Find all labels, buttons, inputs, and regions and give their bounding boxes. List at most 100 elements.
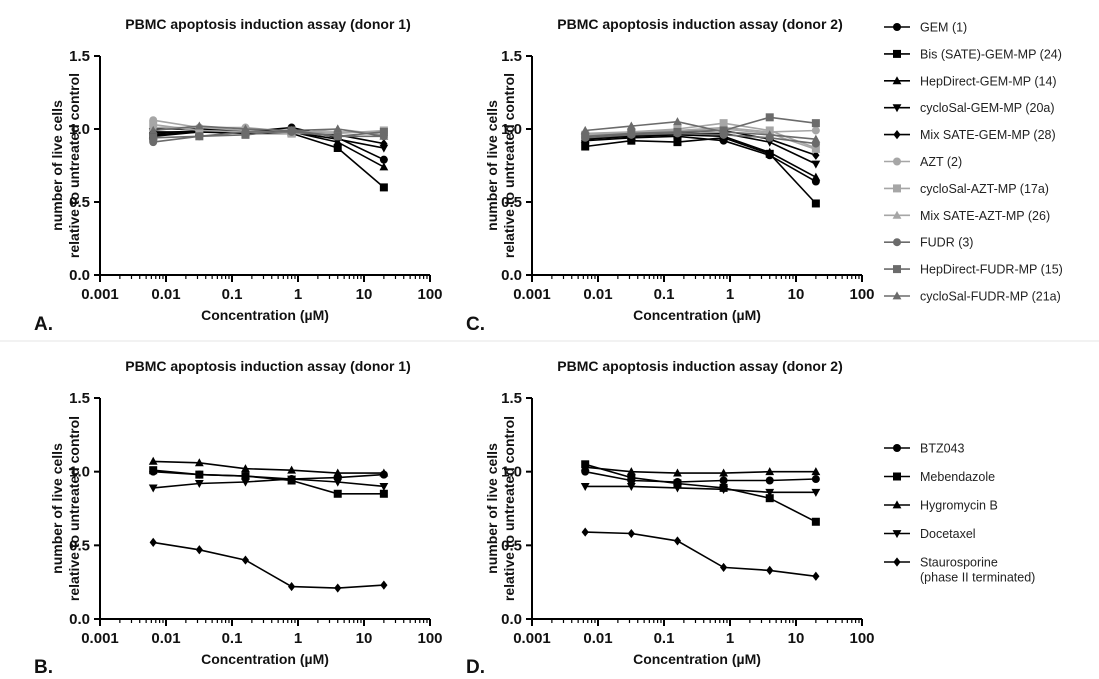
data-point <box>333 143 342 152</box>
chart-title: PBMC apoptosis induction assay (donor 2) <box>557 16 842 32</box>
x-tick-label: 0.001 <box>513 630 551 647</box>
legend-label: HepDirect-FUDR-MP (15) <box>920 263 1063 277</box>
data-point <box>811 517 820 526</box>
y-tick-label: 0.5 <box>69 537 90 554</box>
data-point <box>333 132 342 141</box>
series-line <box>153 478 384 489</box>
data-point <box>333 124 343 133</box>
data-point <box>241 464 250 473</box>
data-point <box>719 468 729 477</box>
x-tick-label: 10 <box>356 286 373 303</box>
data-point <box>673 536 682 546</box>
legend-entry: Hygromycin B <box>884 499 998 513</box>
series-hygromycin-b <box>580 462 821 477</box>
series-line <box>585 531 817 578</box>
data-point <box>811 119 820 128</box>
data-point <box>195 470 204 479</box>
data-point <box>241 555 250 565</box>
legend-label: Docetaxel <box>920 527 976 541</box>
series-line <box>585 132 816 145</box>
data-point <box>334 583 342 593</box>
data-point <box>194 458 204 467</box>
chart-panel-d: PBMC apoptosis induction assay (donor 2)… <box>466 358 875 678</box>
data-point <box>626 483 636 491</box>
series-line <box>153 125 385 138</box>
y-tick-label: 0.5 <box>501 194 522 211</box>
x-tick-label: 1 <box>726 286 734 303</box>
x-tick-label: 100 <box>849 286 874 303</box>
data-point <box>627 473 636 482</box>
data-point <box>765 476 774 485</box>
x-tick-label: 0.001 <box>81 630 119 647</box>
legend-label: cycloSal-GEM-MP (20a) <box>920 101 1055 115</box>
series-line <box>153 541 384 589</box>
y-tick-label: 1.5 <box>69 390 90 407</box>
data-point <box>765 113 774 122</box>
data-point <box>673 468 682 477</box>
series-cyclosal-fudr-mp-21a <box>580 117 821 143</box>
series-cyclosal-fudr-mp-21a <box>148 121 389 140</box>
data-point <box>626 121 636 130</box>
data-point <box>333 489 342 498</box>
legend-entry: GEM (1) <box>884 21 967 35</box>
data-point <box>148 125 158 134</box>
y-tick-label: 0.0 <box>69 267 90 284</box>
y-tick-label: 0.0 <box>69 611 90 628</box>
data-point <box>811 199 820 208</box>
series-line <box>585 136 817 205</box>
legend-entry: BTZ043 <box>884 442 965 456</box>
series-line <box>585 133 817 178</box>
legend-entry: Staurosporine (phase II terminated) <box>884 556 1035 585</box>
x-tick-label: 1 <box>294 630 302 647</box>
x-tick-label: 100 <box>849 630 874 647</box>
data-point <box>627 129 636 138</box>
data-point <box>241 478 250 487</box>
y-tick-label: 1.0 <box>501 464 522 481</box>
y-tick-label: 0.5 <box>69 194 90 211</box>
legend-marker <box>892 104 902 113</box>
legend-marker <box>892 530 902 539</box>
data-point <box>379 155 388 164</box>
legend-label: BTZ043 <box>920 442 965 456</box>
data-point <box>719 485 729 494</box>
x-tick-label: 1 <box>726 630 734 647</box>
legend-marker <box>892 500 902 509</box>
legend-marker <box>893 265 901 274</box>
legend-entry: HepDirect-GEM-MP (14) <box>884 74 1057 88</box>
series-line <box>585 120 816 140</box>
y-axis-label: number of live cellsrelative to untreate… <box>484 416 517 601</box>
legend-entry: cycloSal-FUDR-MP (21a) <box>884 290 1061 304</box>
chart-title: PBMC apoptosis induction assay (donor 1) <box>125 358 410 374</box>
legend-marker <box>892 76 902 85</box>
data-point <box>287 125 297 134</box>
series-line <box>153 469 384 495</box>
x-axis-label: Concentration (µM) <box>633 651 761 667</box>
legend-label: Hygromycin B <box>920 499 998 513</box>
data-point <box>241 130 250 139</box>
x-axis-label: Concentration (µM) <box>201 651 329 667</box>
data-point <box>719 476 728 485</box>
legend-entry: Docetaxel <box>884 527 976 541</box>
data-point <box>380 139 388 149</box>
data-point <box>288 581 296 592</box>
legend-marker <box>893 444 901 452</box>
data-point <box>765 488 775 497</box>
x-tick-label: 10 <box>788 286 805 303</box>
y-tick-label: 1.5 <box>501 390 522 407</box>
legend-marker <box>893 157 901 166</box>
data-point <box>811 126 820 135</box>
x-axis-label: Concentration (µM) <box>633 307 761 323</box>
data-point <box>811 134 821 143</box>
data-point <box>580 483 590 491</box>
data-point <box>149 537 157 547</box>
y-tick-label: 1.0 <box>69 464 90 481</box>
series-hygromycin-b <box>148 456 389 477</box>
data-point <box>673 484 682 493</box>
y-axis-label: number of live cellsrelative to untreate… <box>484 73 517 258</box>
legend-label: AZT (2) <box>920 155 962 169</box>
x-tick-label: 0.1 <box>222 286 243 303</box>
x-tick-label: 100 <box>417 630 442 647</box>
panel-label: A. <box>34 314 53 335</box>
legend-marker <box>893 472 901 481</box>
data-point <box>241 124 250 133</box>
